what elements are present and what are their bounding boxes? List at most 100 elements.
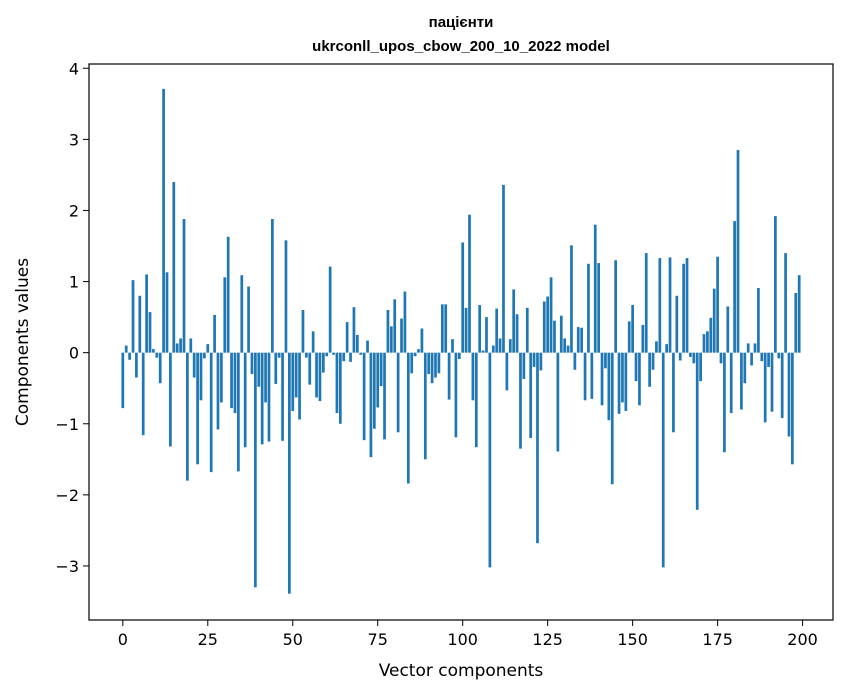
bar <box>719 352 723 364</box>
bar <box>434 352 437 378</box>
bar <box>301 310 305 353</box>
bar <box>519 352 522 449</box>
bar <box>576 327 580 353</box>
bar <box>155 352 159 358</box>
bar <box>532 352 536 367</box>
bar <box>604 352 607 369</box>
bar <box>342 352 346 362</box>
bar <box>753 343 757 353</box>
bar <box>291 352 295 411</box>
bar <box>145 274 148 353</box>
bar <box>716 256 719 353</box>
bar <box>308 352 312 385</box>
bar <box>223 277 227 353</box>
bar <box>495 308 499 353</box>
bar <box>332 352 335 355</box>
bar <box>695 352 699 510</box>
bar <box>651 352 655 370</box>
y-axis-ticks: −3 −2 −1 0 1 2 3 4 <box>55 59 89 576</box>
bar <box>508 339 512 353</box>
bar <box>474 352 478 448</box>
bar <box>668 257 672 353</box>
bar <box>237 352 240 472</box>
bar <box>573 352 577 370</box>
x-tick-label: 50 <box>283 630 303 649</box>
bar <box>689 352 692 357</box>
bar <box>209 352 213 473</box>
bar <box>325 352 329 357</box>
bar <box>706 331 709 353</box>
bar <box>403 291 407 353</box>
bar <box>152 349 155 353</box>
bar <box>682 263 685 353</box>
bar <box>220 352 223 403</box>
bar <box>172 182 176 353</box>
bar <box>478 305 482 353</box>
bar <box>372 352 376 429</box>
bar <box>186 352 189 481</box>
bar <box>158 352 162 384</box>
bar <box>780 352 784 419</box>
bar <box>311 331 315 353</box>
bar <box>553 320 556 353</box>
bar <box>583 352 587 401</box>
bar <box>498 338 502 353</box>
bar <box>607 352 611 421</box>
bar <box>692 352 696 364</box>
y-tick-label: 1 <box>69 273 79 292</box>
bar <box>797 275 801 353</box>
bar <box>345 322 349 353</box>
bar <box>627 321 631 353</box>
bar <box>763 352 767 423</box>
bar <box>699 352 702 382</box>
bar <box>298 352 301 420</box>
bar <box>175 343 179 353</box>
bar <box>420 328 424 353</box>
bar <box>386 310 390 353</box>
x-tick-label: 150 <box>617 630 648 649</box>
bar <box>288 352 291 594</box>
bar <box>723 352 726 453</box>
bar <box>702 334 706 353</box>
bar <box>199 352 203 401</box>
bar <box>566 345 570 353</box>
bar <box>233 352 237 414</box>
bar <box>135 352 138 378</box>
x-axis-ticks: 0 25 50 75 100 125 150 175 200 <box>118 620 818 649</box>
y-tick-label: −2 <box>55 486 79 505</box>
bar <box>488 352 492 568</box>
bar <box>444 304 448 353</box>
bar <box>549 277 553 353</box>
bar <box>196 352 199 465</box>
bar <box>335 352 339 414</box>
bar <box>644 253 648 353</box>
bar <box>777 352 781 359</box>
bar <box>587 263 590 353</box>
bar <box>794 292 798 353</box>
bar <box>352 307 356 353</box>
bar <box>665 344 668 353</box>
bar <box>430 352 434 384</box>
bar <box>366 340 369 353</box>
y-tick-label: 4 <box>69 59 79 78</box>
bar <box>169 352 172 447</box>
chart-title-line2: ukrconll_upos_cbow_200_10_2022 model <box>312 38 610 55</box>
bar <box>559 315 563 353</box>
bars-group <box>121 88 801 594</box>
bar <box>389 326 393 353</box>
bar <box>427 352 431 374</box>
bar <box>685 258 689 353</box>
bar <box>505 352 509 391</box>
bar <box>491 345 495 353</box>
bar <box>440 304 444 353</box>
bar <box>464 307 468 353</box>
bar <box>457 352 461 360</box>
bar <box>593 224 597 353</box>
bar <box>400 318 403 353</box>
bar <box>124 345 128 353</box>
x-tick-label: 125 <box>532 630 563 649</box>
bar <box>257 352 261 387</box>
bar <box>423 352 427 460</box>
y-tick-label: −3 <box>55 557 79 576</box>
